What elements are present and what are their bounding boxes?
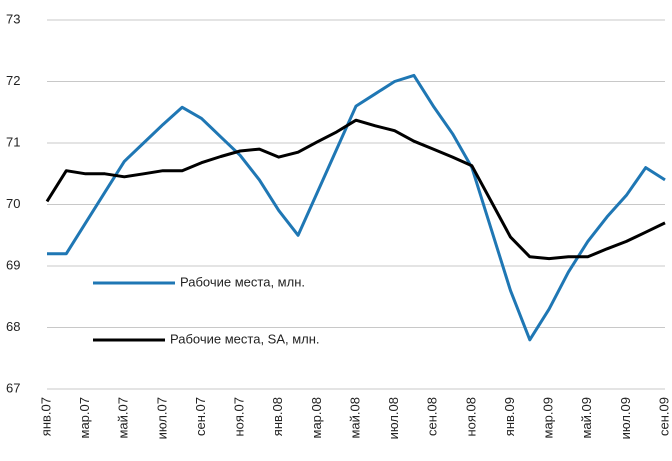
y-tick-label: 69	[6, 257, 20, 272]
x-tick-label: янв.08	[270, 397, 285, 436]
x-tick-label: янв.07	[38, 397, 53, 436]
series-line	[47, 73, 666, 342]
x-tick-label: ноя.07	[232, 397, 247, 437]
y-tick-label: 68	[6, 319, 20, 334]
y-tick-label: 72	[6, 73, 20, 88]
y-tick-label: 67	[6, 380, 20, 395]
x-tick-label: май.09	[579, 397, 594, 439]
x-tick-label: мар.08	[309, 397, 324, 438]
x-tick-label: июл.08	[386, 397, 401, 439]
series-line	[45, 118, 666, 261]
x-tick-label: сен.09	[656, 397, 671, 436]
y-tick-label: 71	[6, 134, 20, 149]
y-tick-label: 73	[6, 11, 20, 26]
x-tick-label: ноя.08	[463, 397, 478, 437]
x-tick-label: май.07	[116, 397, 131, 439]
x-tick-label: май.08	[347, 397, 362, 439]
x-tick-label: янв.09	[502, 397, 517, 436]
x-tick-label: мар.09	[541, 397, 556, 438]
y-tick-label: 70	[6, 196, 20, 211]
legend-label: Рабочие места, SA, млн.	[170, 331, 320, 346]
x-tick-label: сен.08	[425, 397, 440, 436]
x-tick-label: июл.07	[154, 397, 169, 439]
x-tick-label: сен.07	[193, 397, 208, 436]
x-tick-label: мар.07	[77, 397, 92, 438]
x-tick-label: июл.09	[618, 397, 633, 439]
legend-label: Рабочие места, млн.	[180, 274, 305, 289]
